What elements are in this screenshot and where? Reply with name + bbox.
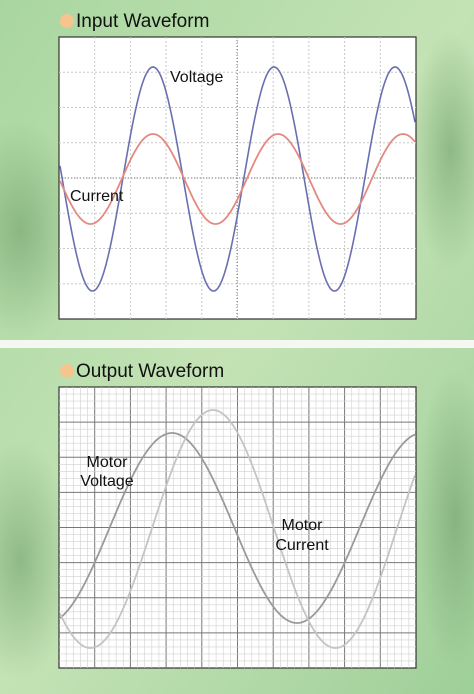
texture <box>410 30 474 270</box>
bullet <box>60 364 74 378</box>
scope-screen <box>58 386 417 669</box>
waveform-label: Voltage <box>170 69 223 86</box>
voltage-wave <box>59 66 416 292</box>
waveform-label: Voltage <box>80 473 133 490</box>
waveform-label: Current <box>275 537 329 554</box>
texture <box>0 440 75 680</box>
bullet <box>60 14 74 28</box>
waveform-label: Current <box>70 188 124 205</box>
motor-voltage-wave <box>59 432 416 624</box>
texture <box>415 370 474 670</box>
waveform-label: Motor <box>87 454 129 471</box>
current-wave <box>59 133 416 225</box>
motor-current-wave <box>59 409 416 649</box>
waveform-label: Motor <box>282 517 324 534</box>
panel-title: Output Waveform <box>76 361 224 382</box>
panel-title: Input Waveform <box>76 11 209 32</box>
scope-screen <box>58 36 417 320</box>
divider <box>0 340 474 348</box>
